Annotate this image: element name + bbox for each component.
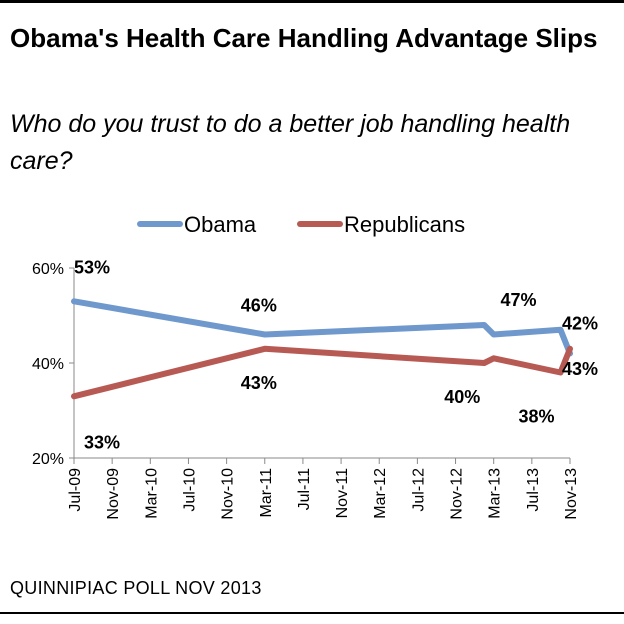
x-tick-label: Jul-09 — [67, 468, 84, 512]
data-label-obama: 46% — [241, 296, 277, 316]
x-tick-label: Nov-11 — [334, 468, 351, 518]
chart-subtitle: Who do you trust to do a better job hand… — [10, 110, 571, 175]
chart-title: Obama's Health Care Handling Advantage S… — [10, 23, 598, 53]
x-tick-label: Jul-12 — [410, 468, 427, 512]
x-tick-label: Mar-10 — [143, 468, 160, 519]
axes: 20% 40% 60% Jul-09 Nov-09 Mar-10 Jul-10 Nov-10 M… — [32, 261, 580, 520]
series-layer — [71, 298, 573, 400]
series-line-republicans — [71, 345, 573, 400]
bottom-rule — [0, 612, 624, 614]
series-line-obama — [71, 298, 573, 357]
data-labels: 53% 46% 47% 42% 33% 43% 40% 38% 43% — [74, 257, 598, 452]
x-tick-label: Nov-12 — [449, 468, 466, 520]
y-tick-label: 60% — [32, 261, 64, 278]
top-rule — [0, 0, 624, 3]
source-note: QUINNIPIAC POLL NOV 2013 — [10, 578, 262, 598]
y-tick-label: 40% — [32, 356, 64, 373]
x-tick-label: Nov-10 — [220, 468, 237, 520]
x-tick-label: Jul-13 — [525, 468, 542, 512]
data-label-republicans: 33% — [84, 432, 120, 452]
y-tick-label: 20% — [32, 451, 64, 468]
x-tick-label: Mar-11 — [258, 468, 275, 518]
x-tick-label: Jul-10 — [181, 468, 198, 512]
data-label-obama: 47% — [501, 290, 537, 310]
data-label-republicans: 38% — [519, 407, 555, 427]
legend: Obama Republicans — [137, 212, 465, 237]
data-label-obama: 53% — [74, 257, 110, 277]
x-tick-label: Nov-09 — [105, 468, 122, 520]
x-tick-label: Jul-11 — [296, 468, 313, 510]
x-tick-label: Mar-13 — [487, 468, 504, 519]
x-tick-label: Nov-13 — [563, 468, 580, 520]
data-label-obama: 42% — [562, 314, 598, 334]
legend-label-republicans: Republicans — [344, 212, 465, 237]
x-tick-label: Mar-12 — [372, 468, 389, 519]
legend-label-obama: Obama — [184, 212, 257, 237]
data-label-republicans: 43% — [241, 373, 277, 393]
data-label-republicans: 43% — [562, 359, 598, 379]
data-label-republicans: 40% — [444, 387, 480, 407]
